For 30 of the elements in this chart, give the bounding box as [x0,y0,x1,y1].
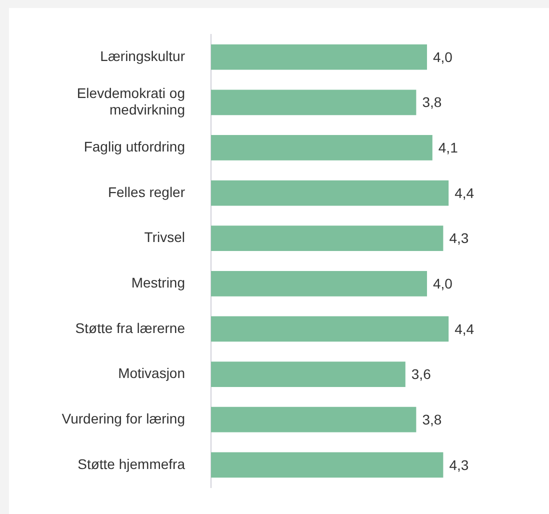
y-tick-label: Vurdering for læring [62,410,185,426]
bar [211,270,427,296]
bar [211,44,427,70]
y-tick-label: Læringskultur [100,48,186,64]
data-label: 3,8 [422,94,442,110]
y-tick-label: Mestring [131,274,185,291]
y-tick-label: Faglig utfordring [84,138,185,155]
bar [211,452,444,478]
bar [211,180,449,206]
y-tick-label: Motivasjon [118,365,185,382]
y-tick-label: Støtte fra lærerne [75,320,186,336]
data-label: 4,4 [454,320,474,337]
y-tick-label: Støtte hjemmefra [78,456,186,472]
data-label: 4,0 [433,276,453,292]
data-label: 4,1 [438,140,458,156]
data-label: 4,3 [449,456,469,473]
bar [211,362,406,387]
y-tick-label: Felles regler [108,184,186,200]
y-tick-label: Trivsel [144,229,185,246]
y-tick-label: Elevdemokrati og medvirkning [76,84,185,118]
bar [211,135,432,160]
data-label: 3,8 [422,411,442,428]
bar [211,316,449,342]
bar [211,226,444,252]
bar [211,90,416,116]
data-label: 4,3 [449,230,469,246]
data-label: 3,6 [411,366,432,382]
bar [211,406,416,432]
data-label: 4,4 [454,184,474,201]
data-label: 4,0 [433,48,453,65]
